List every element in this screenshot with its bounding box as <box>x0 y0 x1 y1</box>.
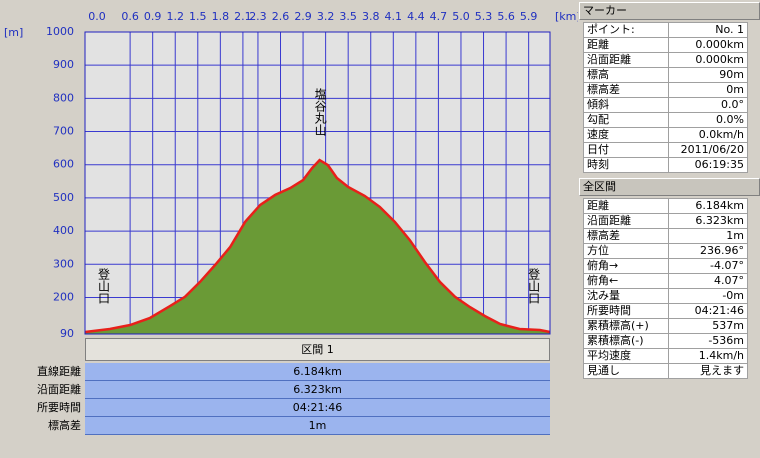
x-tick-label: 4.1 <box>385 10 403 23</box>
row-value: 04:21:46 <box>85 399 550 417</box>
panel-label: 俯角→ <box>583 258 669 274</box>
section-header: 区間 1 <box>85 338 550 361</box>
profile-line <box>84 158 551 334</box>
x-tick-label: 1.2 <box>166 10 184 23</box>
panel-value: 04:21:46 <box>668 303 748 319</box>
panel-value: 0.000km <box>668 52 748 68</box>
plot-border <box>84 31 551 335</box>
panel-label: 速度 <box>583 127 669 143</box>
panel-value: 1m <box>668 228 748 244</box>
annotation: 塩谷丸山 <box>313 87 327 136</box>
annotation: 登山口 <box>97 267 111 304</box>
row-label: 直線距離 <box>37 365 81 378</box>
panel-label: 平均速度 <box>583 348 669 364</box>
row-value: 6.323km <box>85 381 550 399</box>
panel-value: 4.07° <box>668 273 748 289</box>
y-tick-label: 700 <box>53 125 74 138</box>
x-tick-label: 2.1 <box>234 10 252 23</box>
row-value: 1m <box>85 417 550 435</box>
panel-label: 標高差 <box>583 82 669 98</box>
panel-label: 方位 <box>583 243 669 259</box>
panel-label: 累積標高(-) <box>583 333 669 349</box>
panel-value: 2011/06/20 <box>668 142 748 158</box>
panel-label: 傾斜 <box>583 97 669 113</box>
y-tick-label: 600 <box>53 158 74 171</box>
row-label: 沿面距離 <box>37 383 81 396</box>
y-tick-label: 400 <box>53 224 74 237</box>
y-tick-label: 90 <box>60 327 74 340</box>
x-tick-label: 0.6 <box>121 10 139 23</box>
area-fill <box>85 160 550 334</box>
profile-chart: 90 200 300 400 500 600 700 800 900 1000 0.0 0.6 0.9 1… <box>4 10 578 340</box>
panel-value: -536m <box>668 333 748 349</box>
panel-value: 見えます <box>668 363 748 379</box>
x-tick-label: 4.4 <box>407 10 425 23</box>
x-tick-label: 5.9 <box>520 10 538 23</box>
x-tick-label: 3.5 <box>339 10 357 23</box>
x-tick-label: 5.6 <box>497 10 515 23</box>
x-tick-label: 0.0 <box>88 10 106 23</box>
panel-label: 距離 <box>583 37 669 53</box>
x-tick-label: 5.3 <box>475 10 493 23</box>
x-tick-label: 2.3 <box>249 10 267 23</box>
panel-label: 日付 <box>583 142 669 158</box>
panel-label: 距離 <box>583 198 669 214</box>
panel-title: 全区間 <box>579 178 760 196</box>
panel-label: ポイント: <box>583 22 669 38</box>
panel-value: -4.07° <box>668 258 748 274</box>
panel-value: 90m <box>668 67 748 83</box>
x-unit: [km] <box>555 10 578 23</box>
y-tick-label: 800 <box>53 91 74 104</box>
row-label: 標高差 <box>48 419 81 432</box>
y-tick-label: 500 <box>53 191 74 204</box>
x-tick-label: 2.6 <box>272 10 290 23</box>
x-tick-label: 1.5 <box>189 10 207 23</box>
panel-label: 累積標高(+) <box>583 318 669 334</box>
row-value: 6.184km <box>85 363 550 381</box>
panel-value: -0m <box>668 288 748 304</box>
y-tick-label: 900 <box>53 58 74 71</box>
panel-label: 見通し <box>583 363 669 379</box>
panel-value: 0m <box>668 82 748 98</box>
panel-value: 0.0km/h <box>668 127 748 143</box>
annotation: 登山口 <box>527 267 541 304</box>
row-label: 所要時間 <box>37 401 81 414</box>
x-tick-label: 3.2 <box>317 10 335 23</box>
panel-label: 所要時間 <box>583 303 669 319</box>
panel-value: 236.96° <box>668 243 748 259</box>
y-tick-label: 200 <box>53 290 74 303</box>
panel-value: 06:19:35 <box>668 157 748 173</box>
x-tick-label: 5.0 <box>452 10 470 23</box>
y-tick-label: 1000 <box>46 25 74 38</box>
x-tick-label: 0.9 <box>144 10 162 23</box>
panel-value: No. 1 <box>668 22 748 38</box>
panel-title: マーカー <box>579 2 760 20</box>
panel-label: 沿面距離 <box>583 213 669 229</box>
panel-value: 6.184km <box>668 198 748 214</box>
panel-value: 537m <box>668 318 748 334</box>
panel-value: 1.4km/h <box>668 348 748 364</box>
panel-value: 6.323km <box>668 213 748 229</box>
panel-value: 0.000km <box>668 37 748 53</box>
y-tick-label: 300 <box>53 257 74 270</box>
panel-label: 沈み量 <box>583 288 669 304</box>
x-tick-label: 3.8 <box>362 10 380 23</box>
panel-label: 標高差 <box>583 228 669 244</box>
panel-label: 標高 <box>583 67 669 83</box>
x-tick-label: 4.7 <box>430 10 448 23</box>
x-tick-label: 2.9 <box>294 10 312 23</box>
panel-label: 沿面距離 <box>583 52 669 68</box>
panel-label: 勾配 <box>583 112 669 128</box>
panel-label: 俯角← <box>583 273 669 289</box>
y-unit: [m] <box>4 26 23 39</box>
x-tick-label: 1.8 <box>212 10 230 23</box>
panel-value: 0.0° <box>668 97 748 113</box>
panel-label: 時刻 <box>583 157 669 173</box>
panel-value: 0.0% <box>668 112 748 128</box>
